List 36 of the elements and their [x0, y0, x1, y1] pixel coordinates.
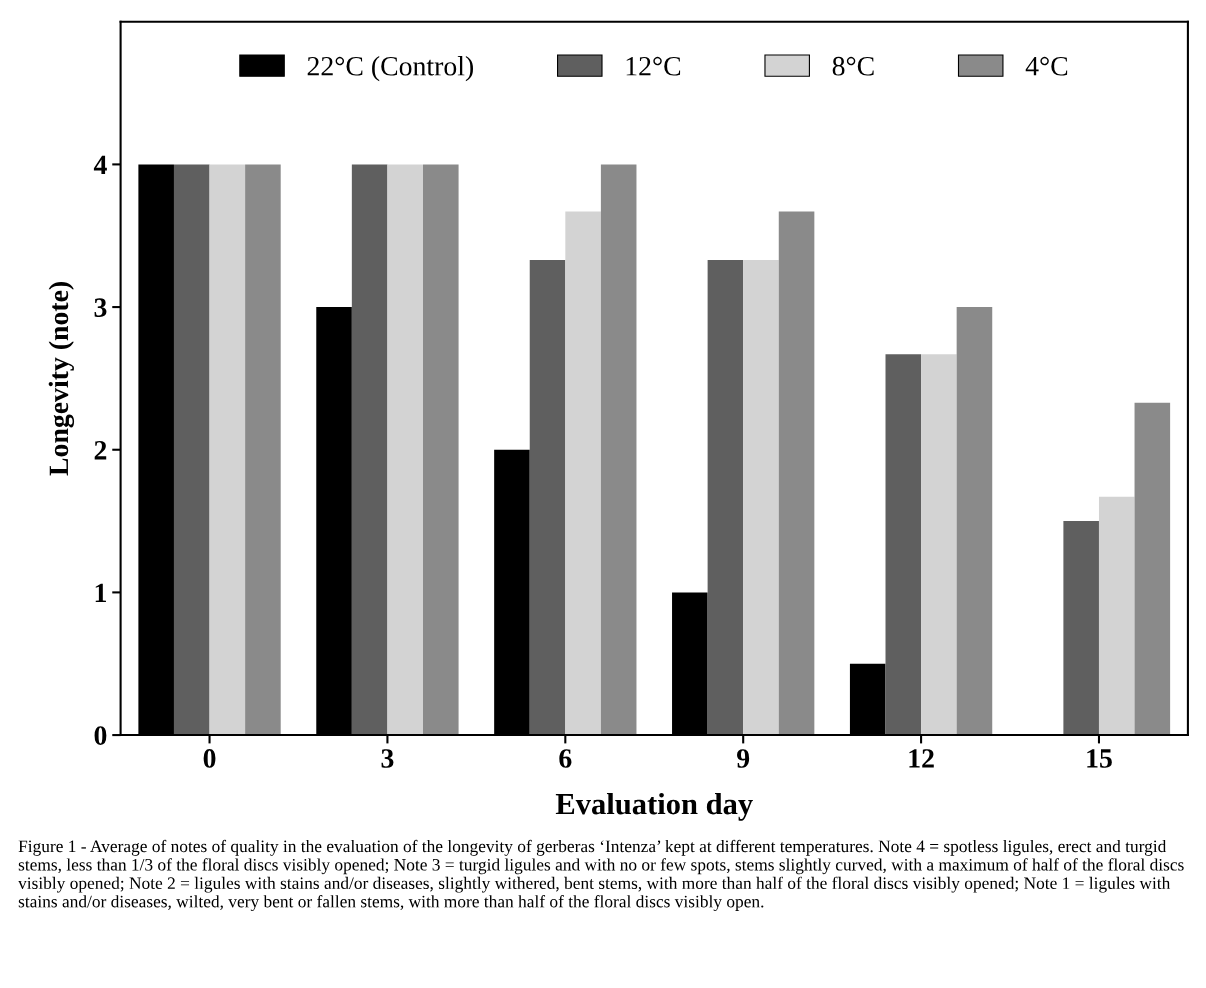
- y-tick-label: 0: [94, 726, 107, 745]
- legend-label: 22°C (Control): [307, 56, 474, 82]
- bar: [743, 259, 779, 736]
- bar: [173, 164, 210, 736]
- bar: [565, 211, 601, 736]
- bar: [1134, 402, 1171, 736]
- legend-label: 8°C: [832, 56, 874, 76]
- x-tick-label: 6: [559, 749, 572, 768]
- bar: [707, 259, 744, 736]
- y-tick-label: 3: [94, 298, 107, 317]
- bar: [423, 164, 459, 736]
- legend-label: 4°C: [1025, 56, 1068, 76]
- x-tick-label: 3: [381, 749, 394, 768]
- y-axis-title: Longevity (note): [48, 282, 75, 476]
- bar: [778, 211, 815, 736]
- x-tick-label: 12: [909, 749, 934, 768]
- y-tick-label: 4: [93, 155, 107, 175]
- x-axis-title: Evaluation day: [555, 792, 753, 821]
- bar: [956, 307, 993, 736]
- bar: [209, 164, 246, 736]
- x-tick-label: 15: [1087, 749, 1112, 768]
- bar: [1063, 521, 1099, 736]
- bar: [529, 259, 566, 736]
- bar: [387, 164, 423, 736]
- x-tick-label: 0: [203, 749, 216, 768]
- y-tick-label: 1: [95, 583, 106, 603]
- caption: Figure 1 - Average of notes of quality in the evaluation of the longevity of gerberas ‘Intenza’ kept at different temperatures. Note 4 = spotless ligules, erect and turgid stems, less than 1/3 of the floral discs visibly opened; Note 3 = turgid ligules and with no or few spots, stems slightly curved, with a maximum of half of the floral discs visibly opened; Note 2 = ligules with stains and/or diseases, slightly withered, bent stems, with more than half of the floral discs visibly opened; Note 1 = ligules with stains and/or diseases, wilted, very bent or fallen stems, with more than half of the floral discs visibly open.: [18, 839, 1184, 912]
- bar: [351, 164, 388, 736]
- bar: [245, 164, 281, 736]
- bar: [600, 164, 637, 736]
- bar: [885, 354, 922, 736]
- x-tick-label: 9: [737, 749, 750, 768]
- y-tick-label: 2: [94, 440, 107, 460]
- bar: [921, 354, 957, 736]
- legend-label: 12°C: [626, 56, 681, 76]
- bar: [1098, 496, 1135, 736]
